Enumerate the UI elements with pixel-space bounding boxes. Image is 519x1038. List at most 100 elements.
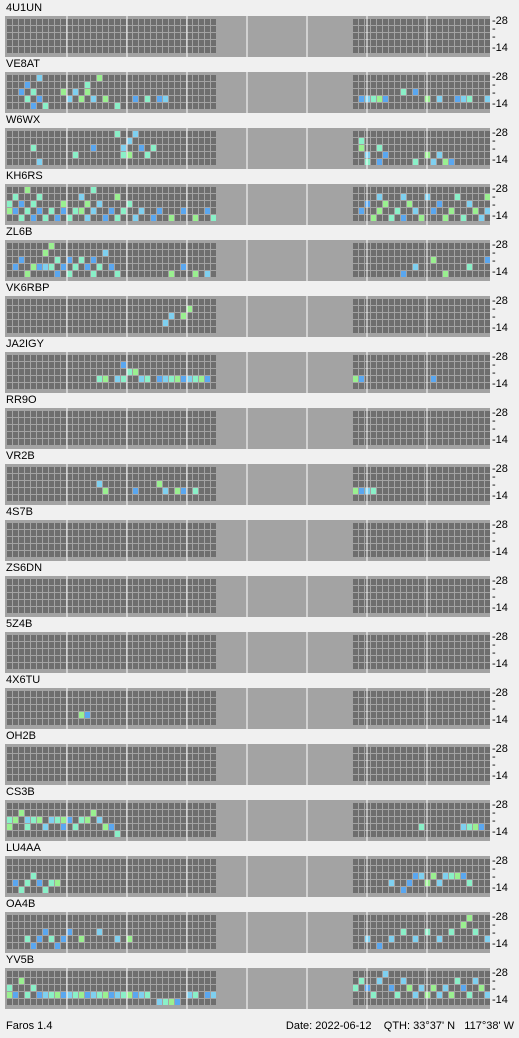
- signal-cell: [467, 383, 472, 389]
- signal-cell: [163, 411, 168, 417]
- signal-cell: [103, 355, 108, 361]
- signal-cell: [389, 376, 394, 382]
- signal-cell: [91, 26, 96, 32]
- signal-cell: [389, 411, 394, 417]
- signal-cell: [371, 47, 376, 53]
- signal-cell: [139, 26, 144, 32]
- signal-cell: [133, 327, 138, 333]
- signal-cell: [103, 747, 108, 753]
- signal-cell: [73, 418, 78, 424]
- signal-cell: [395, 656, 400, 662]
- signal-cell: [151, 649, 156, 655]
- signal-cell-active: [485, 96, 490, 102]
- signal-cell: [199, 481, 204, 487]
- signal-cell: [73, 138, 78, 144]
- signal-cell: [431, 663, 436, 669]
- signal-cell: [169, 103, 174, 109]
- signal-cell: [199, 586, 204, 592]
- signal-cell: [395, 775, 400, 781]
- signal-cell: [151, 411, 156, 417]
- signal-cell: [163, 698, 168, 704]
- signal-cell: [467, 26, 472, 32]
- signal-cell: [383, 257, 388, 263]
- signal-cell: [205, 530, 210, 536]
- signal-cell: [67, 33, 72, 39]
- signal-cell: [25, 19, 30, 25]
- signal-cell: [181, 586, 186, 592]
- signal-cell: [133, 439, 138, 445]
- signal-cell: [449, 642, 454, 648]
- signal-cell: [43, 369, 48, 375]
- signal-cell: [419, 481, 424, 487]
- signal-cell: [61, 467, 66, 473]
- signal-cell: [211, 271, 216, 277]
- signal-cell: [187, 481, 192, 487]
- signal-cell: [473, 40, 478, 46]
- signal-cell: [211, 607, 216, 613]
- signal-cell: [31, 663, 36, 669]
- signal-cell: [61, 649, 66, 655]
- signal-cell-active: [193, 376, 198, 382]
- signal-cell: [127, 656, 132, 662]
- signal-cell: [121, 243, 126, 249]
- signal-cell: [109, 187, 114, 193]
- signal-cell: [163, 481, 168, 487]
- signal-cell: [61, 96, 66, 102]
- signal-cell: [61, 313, 66, 319]
- signal-cell: [139, 96, 144, 102]
- signal-cell: [25, 747, 30, 753]
- signal-cell: [43, 544, 48, 550]
- signal-cell: [407, 187, 412, 193]
- signal-cell: [97, 82, 102, 88]
- signal-cell: [431, 26, 436, 32]
- signal-cell: [55, 194, 60, 200]
- signal-cell: [485, 187, 490, 193]
- signal-cell: [169, 481, 174, 487]
- signal-cell: [13, 96, 18, 102]
- signal-cell: [55, 586, 60, 592]
- signal-cell: [389, 663, 394, 669]
- signal-cell: [401, 418, 406, 424]
- signal-cell: [443, 663, 448, 669]
- signal-cell: [431, 642, 436, 648]
- signal-cell: [461, 495, 466, 501]
- signal-cell: [25, 138, 30, 144]
- signal-cell: [205, 257, 210, 263]
- signal-cell-active: [43, 215, 48, 221]
- signal-cell: [157, 89, 162, 95]
- signal-cell: [449, 705, 454, 711]
- signal-cell: [157, 103, 162, 109]
- signal-cell: [61, 761, 66, 767]
- signal-cell: [121, 642, 126, 648]
- signal-cell: [91, 369, 96, 375]
- signal-cell: [485, 719, 490, 725]
- signal-cell: [395, 355, 400, 361]
- signal-cell: [115, 82, 120, 88]
- signal-cell: [31, 474, 36, 480]
- signal-cell-active: [413, 208, 418, 214]
- signal-cell: [73, 719, 78, 725]
- signal-cell: [473, 376, 478, 382]
- signal-cell: [443, 320, 448, 326]
- signal-cell: [205, 264, 210, 270]
- signal-cell: [395, 327, 400, 333]
- signal-cell: [431, 355, 436, 361]
- signal-cell: [37, 691, 42, 697]
- signal-cell: [401, 467, 406, 473]
- signal-cell: [205, 656, 210, 662]
- signal-cell: [103, 467, 108, 473]
- signal-cell: [97, 593, 102, 599]
- signal-cell: [49, 131, 54, 137]
- signal-cell: [163, 215, 168, 221]
- signal-cell: [37, 40, 42, 46]
- signal-cell: [97, 754, 102, 760]
- signal-cell: [175, 705, 180, 711]
- signal-cell: [109, 33, 114, 39]
- signal-cell: [85, 439, 90, 445]
- signal-cell-active: [353, 376, 358, 382]
- signal-cell: [211, 194, 216, 200]
- signal-cell: [19, 194, 24, 200]
- signal-cell: [193, 593, 198, 599]
- signal-cell: [371, 194, 376, 200]
- signal-cell-active: [109, 264, 114, 270]
